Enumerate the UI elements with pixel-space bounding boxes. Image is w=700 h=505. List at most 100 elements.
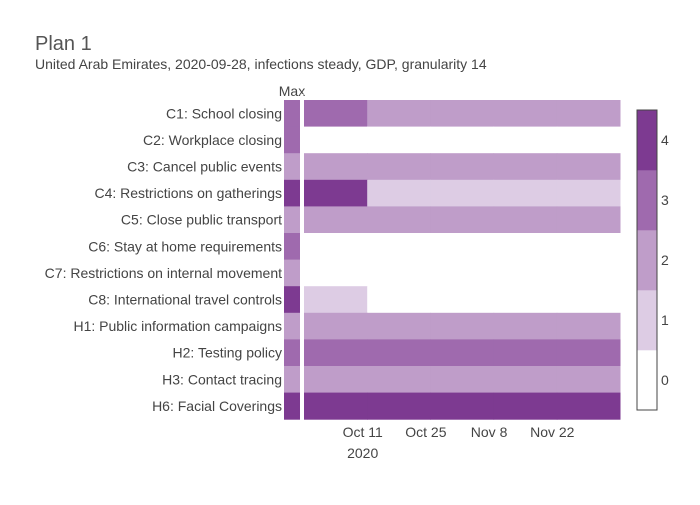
heatmap-cell bbox=[304, 206, 368, 234]
chart-title: Plan 1 bbox=[35, 33, 92, 55]
x-tick-label: Oct 25 bbox=[405, 424, 446, 440]
x-axis: Oct 11 Oct 25 Nov 8 Nov 22 2020 bbox=[343, 424, 575, 461]
colorbar-segment bbox=[637, 170, 657, 231]
heatmap-cell bbox=[304, 286, 368, 314]
heatmap-cells bbox=[304, 100, 621, 420]
max-cell bbox=[284, 392, 300, 420]
heatmap-cell bbox=[430, 206, 495, 234]
heatmap-cell bbox=[493, 392, 558, 420]
heatmap-cell bbox=[367, 126, 431, 154]
heatmap-cell bbox=[493, 366, 558, 394]
heatmap-cell bbox=[367, 153, 431, 181]
heatmap-cell bbox=[430, 126, 495, 154]
max-cell bbox=[284, 233, 300, 261]
max-cell bbox=[284, 153, 300, 181]
heatmap-cell bbox=[556, 179, 621, 207]
heatmap-cell bbox=[304, 126, 368, 154]
row-label: C3: Cancel public events bbox=[127, 159, 282, 175]
row-label: C8: International travel controls bbox=[88, 292, 282, 308]
heatmap-cell bbox=[556, 259, 621, 287]
heatmap-cell bbox=[556, 153, 621, 181]
row-label: C7: Restrictions on internal movement bbox=[45, 265, 282, 281]
heatmap-cell bbox=[430, 339, 495, 367]
x-tick-label: Nov 8 bbox=[471, 424, 508, 440]
heatmap-cell bbox=[304, 259, 368, 287]
heatmap-cell bbox=[493, 100, 558, 128]
heatmap-cell bbox=[367, 206, 431, 234]
heatmap-cell bbox=[556, 366, 621, 394]
colorbar-tick-label: 4 bbox=[661, 132, 669, 148]
heatmap-cell bbox=[430, 312, 495, 340]
colorbar-tick-label: 0 bbox=[661, 372, 669, 388]
heatmap-cell bbox=[493, 259, 558, 287]
x-year-label: 2020 bbox=[347, 445, 378, 461]
heatmap-cell bbox=[430, 366, 495, 394]
x-tick-label: Nov 22 bbox=[530, 424, 575, 440]
max-cell bbox=[284, 100, 300, 128]
heatmap-cell bbox=[556, 126, 621, 154]
row-label: C5: Close public transport bbox=[121, 212, 282, 228]
colorbar: 0 1 2 3 4 bbox=[636, 109, 669, 411]
max-cell bbox=[284, 126, 300, 154]
heatmap-cell bbox=[367, 259, 431, 287]
row-labels: C1: School closing C2: Workplace closing C… bbox=[45, 105, 282, 414]
heatmap-cell bbox=[556, 206, 621, 234]
heatmap-cell bbox=[304, 179, 368, 207]
colorbar-segment bbox=[637, 110, 657, 171]
heatmap-cell bbox=[493, 126, 558, 154]
row-label: H6: Facial Coverings bbox=[152, 398, 282, 414]
max-cell bbox=[284, 339, 300, 367]
max-column bbox=[284, 94, 304, 422]
heatmap-cell bbox=[493, 179, 558, 207]
max-cell bbox=[284, 312, 300, 340]
heatmap-cell bbox=[304, 233, 368, 261]
max-cell bbox=[284, 206, 300, 234]
heatmap-cell bbox=[430, 392, 495, 420]
colorbar-outline bbox=[636, 109, 658, 411]
heatmap-cell bbox=[304, 100, 368, 128]
heatmap-cell bbox=[556, 339, 621, 367]
colorbar-tick-label: 2 bbox=[661, 252, 669, 268]
row-label: C6: Stay at home requirements bbox=[88, 238, 282, 254]
row-label: C1: School closing bbox=[166, 105, 282, 121]
heatmap-cell bbox=[430, 153, 495, 181]
heatmap-cell bbox=[430, 100, 495, 128]
row-label: C4: Restrictions on gatherings bbox=[94, 185, 282, 201]
heatmap-cell bbox=[493, 339, 558, 367]
heatmap-cell bbox=[493, 286, 558, 314]
heatmap-cell bbox=[367, 366, 431, 394]
colorbar-tick-label: 1 bbox=[661, 312, 669, 328]
max-cell bbox=[284, 259, 300, 287]
heatmap-cell bbox=[556, 312, 621, 340]
row-label: H3: Contact tracing bbox=[162, 371, 282, 387]
max-cell bbox=[284, 286, 300, 314]
heatmap-cell bbox=[304, 366, 368, 394]
heatmap-cell bbox=[556, 286, 621, 314]
row-label: H1: Public information campaigns bbox=[73, 318, 282, 334]
heatmap-cell bbox=[304, 312, 368, 340]
heatmap-cell bbox=[430, 179, 495, 207]
heatmap-cell bbox=[430, 286, 495, 314]
heatmap-cell bbox=[367, 392, 431, 420]
colorbar-segment bbox=[637, 290, 657, 351]
max-cell bbox=[284, 366, 300, 394]
heatmap-cell bbox=[367, 100, 431, 128]
heatmap-cell bbox=[367, 339, 431, 367]
heatmap-cell bbox=[367, 286, 431, 314]
heatmap-cell bbox=[493, 153, 558, 181]
heatmap-cell bbox=[367, 312, 431, 340]
chart-subtitle: United Arab Emirates, 2020-09-28, infect… bbox=[35, 56, 487, 72]
x-tick-label: Oct 11 bbox=[343, 424, 383, 440]
heatmap-cell bbox=[430, 259, 495, 287]
colorbar-segment bbox=[637, 230, 657, 291]
heatmap-cell bbox=[304, 392, 368, 420]
row-label: C2: Workplace closing bbox=[143, 132, 282, 148]
colorbar-segment bbox=[637, 350, 657, 411]
heatmap-cell bbox=[367, 233, 431, 261]
heatmap-cell bbox=[556, 392, 621, 420]
heatmap-cell bbox=[430, 233, 495, 261]
max-cell bbox=[284, 179, 300, 207]
heatmap-cell bbox=[367, 179, 431, 207]
heatmap-cell bbox=[304, 339, 368, 367]
colorbar-tick-label: 3 bbox=[661, 192, 669, 208]
